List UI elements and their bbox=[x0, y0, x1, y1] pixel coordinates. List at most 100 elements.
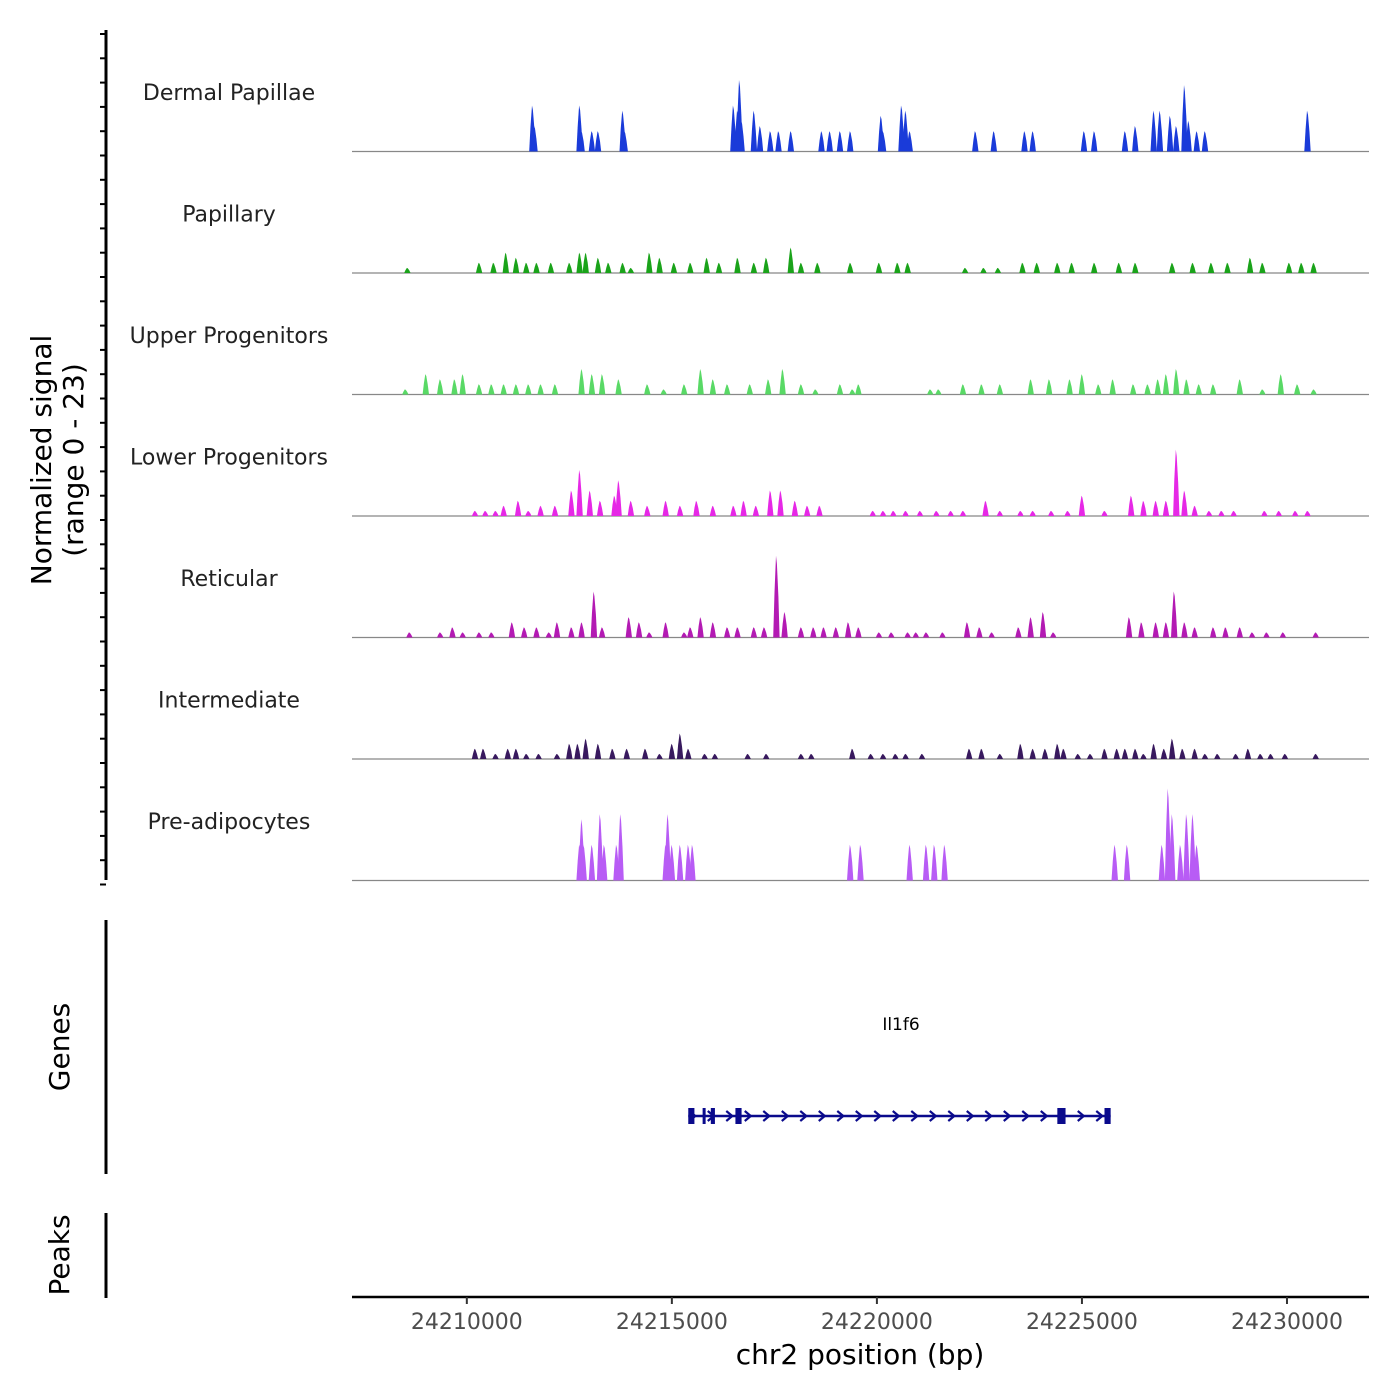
signal-peak bbox=[475, 262, 483, 273]
signal-peak bbox=[1169, 814, 1176, 881]
signal-peak bbox=[422, 374, 429, 395]
signal-peak bbox=[1169, 738, 1176, 759]
signal-peak bbox=[894, 262, 901, 273]
signal-peak bbox=[1173, 449, 1180, 516]
signal-peak bbox=[1257, 753, 1264, 759]
track-lower-progenitors: Lower Progenitors bbox=[130, 446, 1369, 517]
signal-peak bbox=[1054, 262, 1061, 273]
x-tick-label: 24220000 bbox=[821, 1310, 933, 1335]
signal-peak bbox=[1015, 627, 1022, 638]
signal-peak bbox=[578, 622, 585, 638]
signal-peak bbox=[890, 510, 897, 516]
signal-peak bbox=[941, 844, 948, 881]
signal-peak bbox=[902, 110, 909, 152]
track-label: Reticular bbox=[180, 567, 278, 592]
signal-peak bbox=[1181, 490, 1188, 516]
signal-peak bbox=[1232, 753, 1239, 759]
signal-peak bbox=[533, 262, 540, 273]
signal-peak bbox=[521, 627, 528, 638]
signal-peak bbox=[594, 131, 602, 152]
signal-peak bbox=[832, 627, 840, 638]
signal-peak bbox=[738, 120, 745, 152]
gene-strand-arrow bbox=[744, 1110, 753, 1122]
signal-peak bbox=[916, 510, 924, 516]
signal-peak bbox=[525, 510, 532, 516]
signal-peak bbox=[982, 500, 989, 516]
gene-exon bbox=[1104, 1108, 1111, 1124]
signal-peak bbox=[533, 627, 540, 638]
signal-peak bbox=[947, 510, 954, 516]
signal-peak bbox=[765, 379, 772, 395]
signal-peak bbox=[857, 844, 864, 881]
signal-peak bbox=[1091, 262, 1098, 273]
signal-peak bbox=[847, 844, 854, 881]
signal-peak bbox=[1263, 632, 1270, 638]
signal-peak bbox=[750, 110, 758, 152]
gene-exon bbox=[1057, 1108, 1066, 1124]
signal-peak bbox=[621, 131, 628, 152]
gene-name-label: Il1f6 bbox=[882, 1015, 919, 1035]
signal-peak bbox=[972, 131, 979, 152]
peaks-track-label: Peaks bbox=[43, 1214, 76, 1295]
signal-tracks: Dermal Papillae Papillary Upper Progenitor… bbox=[130, 80, 1369, 882]
signal-peak bbox=[1101, 748, 1108, 759]
signal-peak bbox=[978, 748, 985, 759]
signal-peak bbox=[724, 627, 731, 638]
signal-peak bbox=[1224, 262, 1231, 273]
signal-peak bbox=[601, 844, 608, 881]
signal-peak bbox=[1261, 510, 1268, 516]
signal-peak bbox=[847, 131, 854, 152]
signal-peak bbox=[685, 748, 692, 759]
signal-peak bbox=[1304, 110, 1311, 152]
signal-peak bbox=[816, 505, 823, 516]
signal-peak bbox=[966, 748, 973, 759]
signal-peak bbox=[1259, 389, 1266, 395]
signal-peak bbox=[1236, 379, 1243, 395]
signal-peak bbox=[1244, 748, 1252, 759]
signal-peak bbox=[1294, 384, 1301, 395]
signal-peak bbox=[808, 753, 815, 759]
track-label: Pre-adipocytes bbox=[148, 810, 311, 835]
signal-peak bbox=[804, 505, 811, 516]
signal-peak bbox=[1021, 131, 1028, 152]
signal-peak bbox=[586, 490, 593, 516]
signal-peak bbox=[922, 632, 930, 638]
signal-peak bbox=[482, 510, 489, 516]
gene-strand-arrow bbox=[1003, 1110, 1012, 1122]
signal-peak bbox=[918, 753, 926, 759]
signal-peak bbox=[812, 389, 819, 395]
signal-peak bbox=[1189, 814, 1196, 881]
signal-peak bbox=[787, 131, 794, 152]
signal-peak bbox=[525, 384, 532, 395]
signal-peak bbox=[605, 262, 612, 273]
signal-peak bbox=[582, 738, 589, 759]
gene-strand-arrow bbox=[818, 1110, 827, 1122]
signal-peak bbox=[437, 632, 444, 638]
signal-y-axis-ticks bbox=[100, 33, 106, 886]
signal-peak bbox=[551, 384, 559, 395]
signal-peak bbox=[551, 505, 559, 516]
signal-peak bbox=[504, 748, 511, 759]
signal-peak bbox=[545, 632, 552, 638]
signal-peak bbox=[681, 632, 688, 638]
signal-peak bbox=[990, 131, 997, 152]
signal-peak bbox=[523, 262, 530, 273]
signal-peak bbox=[512, 748, 520, 759]
gene-strand-arrow bbox=[892, 1110, 901, 1122]
x-tick-label: 24210000 bbox=[411, 1310, 523, 1335]
signal-peak bbox=[1101, 510, 1108, 516]
signal-peak bbox=[1195, 384, 1202, 395]
signal-peak bbox=[1259, 262, 1266, 273]
signal-peak bbox=[512, 384, 520, 395]
signal-peak bbox=[1205, 510, 1213, 516]
signal-peak bbox=[480, 748, 487, 759]
signal-peak bbox=[826, 131, 833, 152]
signal-peak bbox=[1125, 617, 1133, 638]
signal-peak bbox=[892, 753, 899, 759]
signal-peak bbox=[787, 247, 794, 273]
signal-peak bbox=[644, 384, 651, 395]
signal-peak bbox=[1128, 495, 1135, 516]
signal-peak bbox=[635, 622, 643, 638]
signal-peak bbox=[1041, 748, 1049, 759]
signal-peak bbox=[773, 555, 780, 638]
